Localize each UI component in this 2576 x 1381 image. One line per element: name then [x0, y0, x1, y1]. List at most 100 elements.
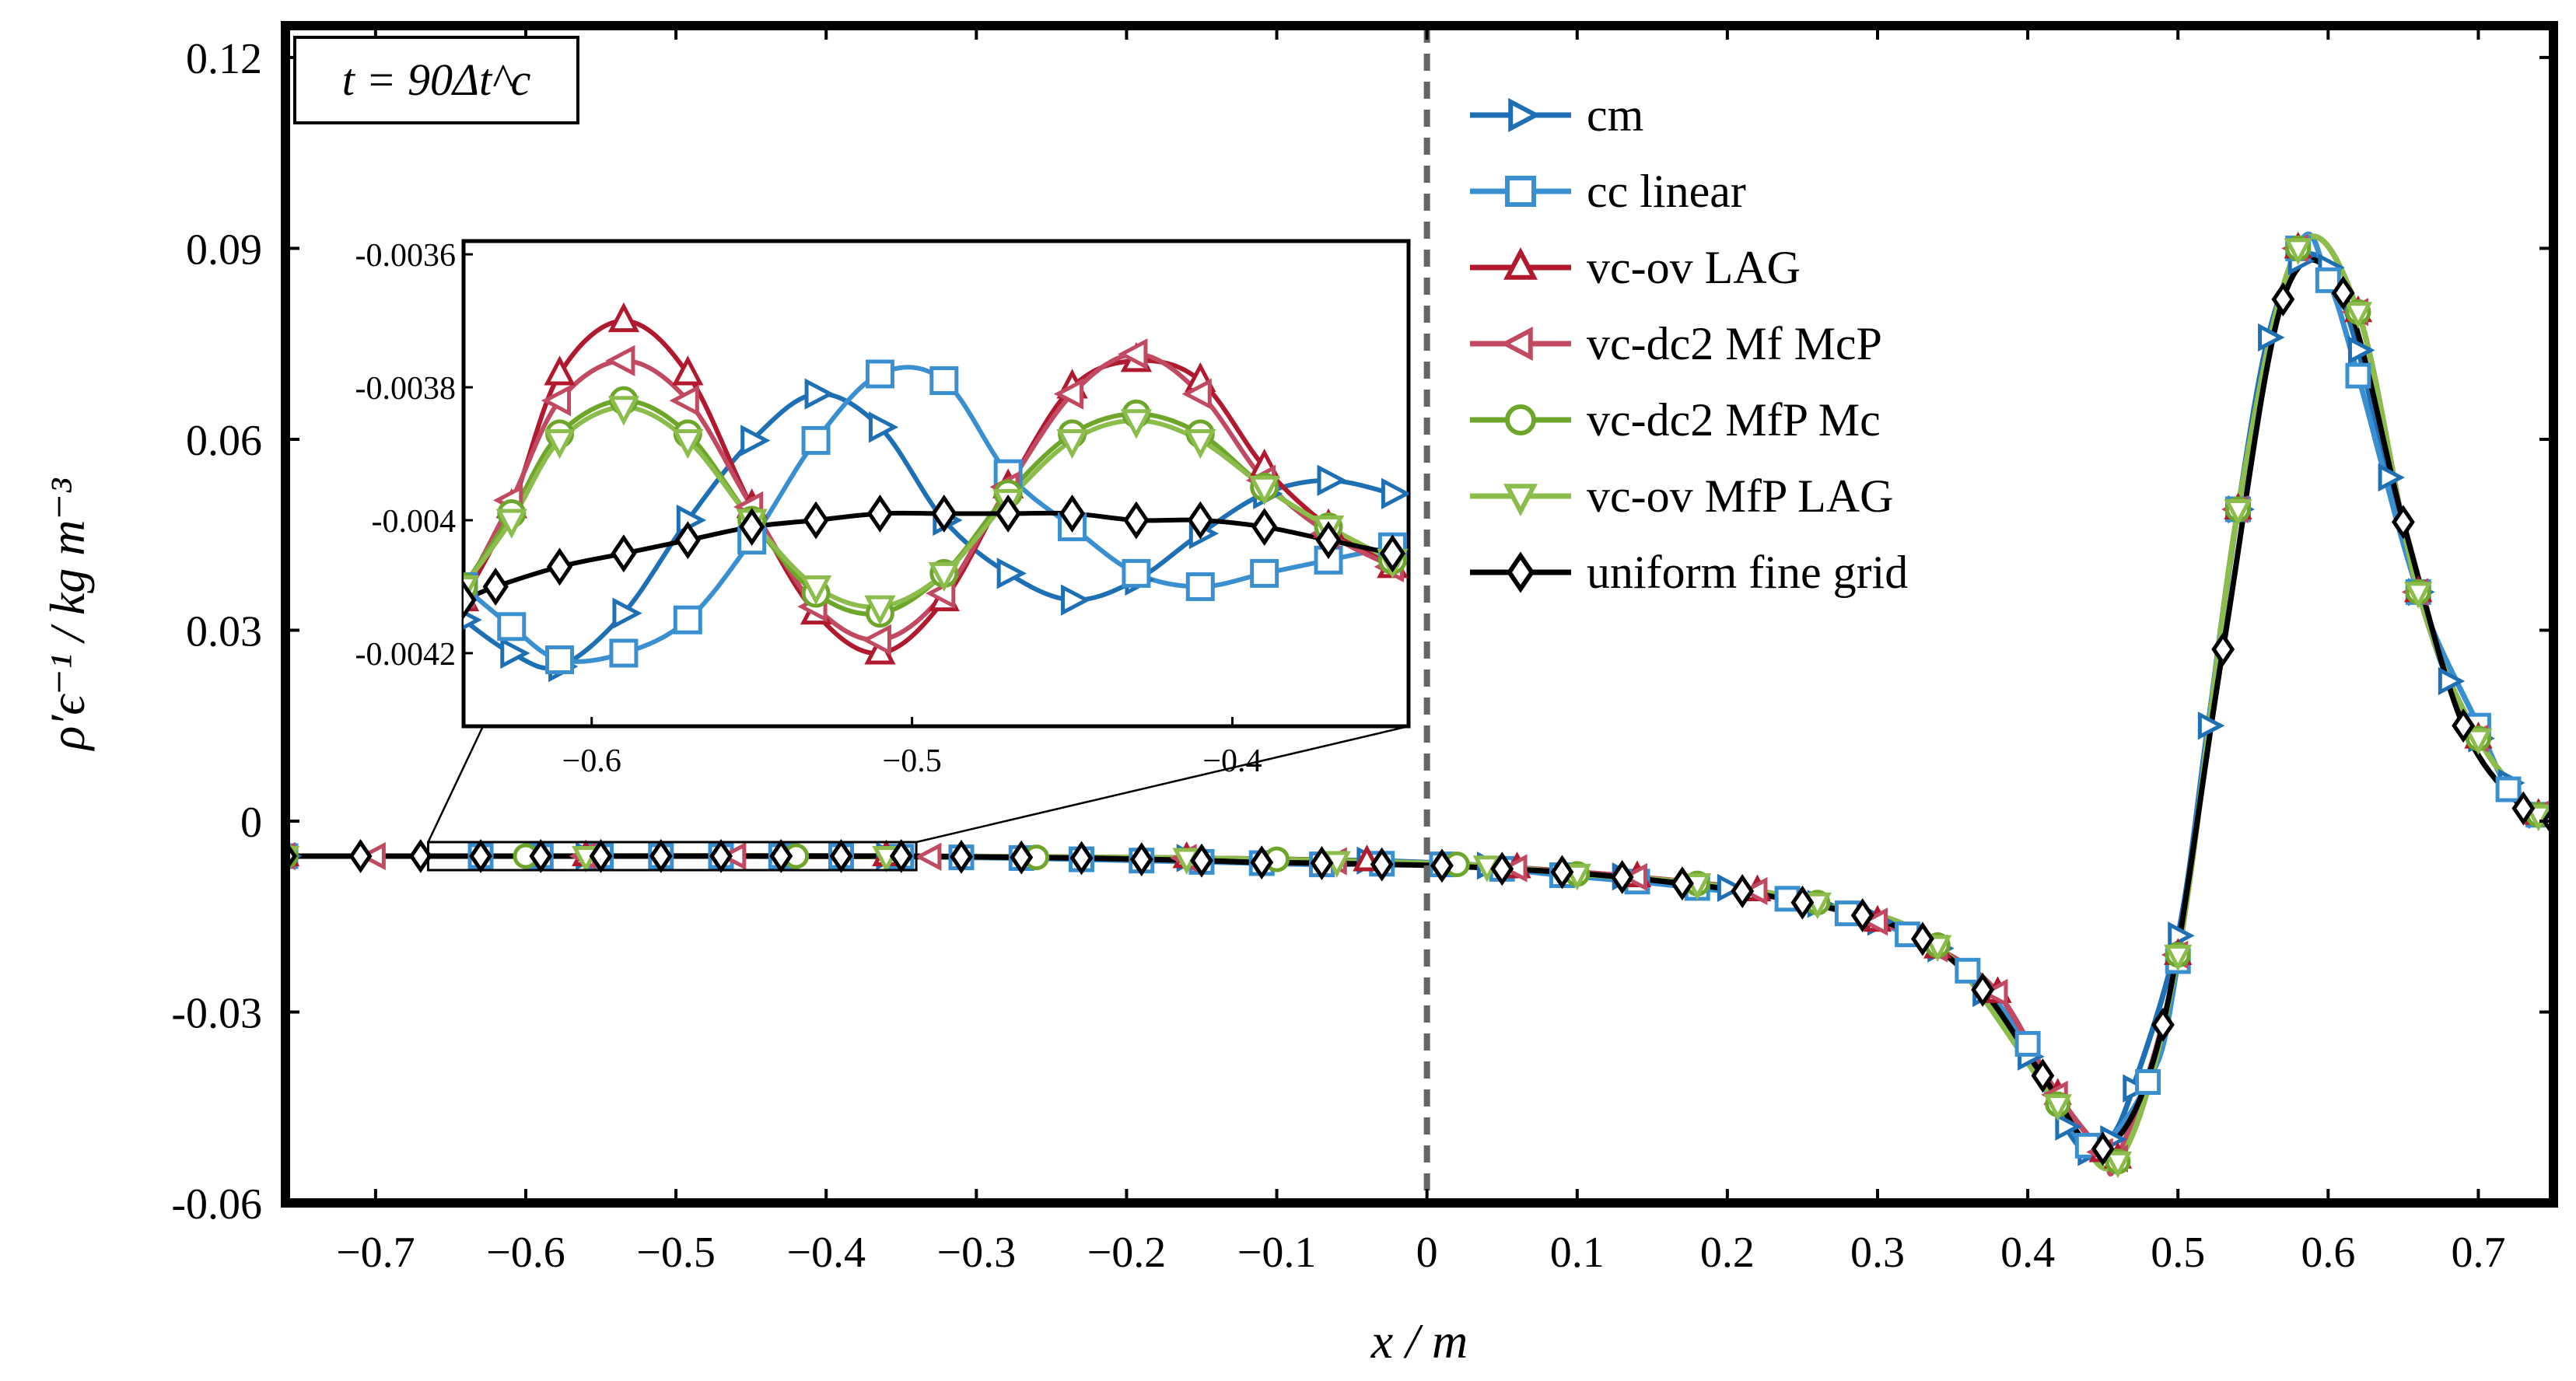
x-tick-label: −0.2 [1087, 1229, 1167, 1277]
legend-marker [1508, 98, 1541, 132]
x-tick-label: −0.3 [937, 1229, 1017, 1277]
inset-line-uniform-fine-grid [464, 510, 1394, 603]
x-tick-label: 0.3 [1850, 1229, 1905, 1277]
inset-x-tick-label: −0.4 [1202, 743, 1262, 779]
x-tick-label: 0 [1416, 1229, 1438, 1277]
x-tick-label: −0.5 [636, 1229, 716, 1277]
data-point-uniform-fine-grid [1250, 845, 1274, 880]
data-point-uniform-fine-grid [2452, 708, 2476, 743]
data-point-cm [2197, 711, 2225, 740]
x-tick-label: −0.6 [486, 1229, 565, 1277]
inset-point-vc-ov-mfp-lag [1056, 428, 1088, 460]
data-point-vc-dc2-mf-mcp [359, 841, 386, 871]
data-point-uniform-fine-grid [348, 839, 373, 873]
inset-point-cm [1061, 584, 1091, 616]
data-point-vc-dc2-mf-mcp [914, 842, 942, 871]
inset-point-cc-linear [609, 638, 639, 668]
x-tick-label: 0.7 [2451, 1229, 2505, 1277]
inset-point-vc-ov-lag [544, 355, 576, 386]
zoom-connector-right [915, 725, 1409, 844]
data-point-cm [2258, 323, 2285, 352]
data-point-cm [2378, 463, 2406, 492]
legend-item-vc-ov-mfp-lag: vc-ov MfP LAG [1470, 470, 1893, 522]
inset-point-vc-dc2-mf-mcp [1118, 338, 1148, 370]
data-point-uniform-fine-grid [1610, 860, 1634, 894]
data-point-vc-ov-mfp-lag [2103, 1151, 2133, 1179]
inset-point-vc-ov-mfp-lag [672, 428, 704, 460]
inset-point-cm [1381, 477, 1409, 509]
data-point-uniform-fine-grid [1010, 840, 1034, 875]
inset-y-tick-label: -0.0038 [355, 371, 457, 407]
inset-point-cc-linear [929, 366, 959, 396]
inset-point-uniform-fine-grid [1059, 495, 1086, 533]
data-point-uniform-fine-grid [1550, 855, 1574, 890]
data-point-vc-ov-mfp-lag [2404, 582, 2433, 609]
data-point-uniform-fine-grid [2391, 505, 2415, 540]
inset-x-tick-label: −0.5 [883, 743, 942, 779]
x-tick-label: 0.2 [1700, 1229, 1755, 1277]
inset-point-cm [740, 425, 771, 456]
inset-point-cm [996, 558, 1027, 589]
inset-point-uniform-fine-grid [546, 547, 573, 586]
inset-point-cc-linear [801, 425, 831, 455]
inset-point-vc-ov-mfp-lag [800, 575, 832, 606]
plot-frame [281, 21, 2558, 1208]
main-ticks: −0.7 −0.6 −0.5 −0.4 −0.3 −0.2 −0.1 0 0.1 0.2 0.3 0.… [171, 26, 2553, 1277]
data-point-uniform-fine-grid [2331, 275, 2355, 310]
legend-marker [1505, 176, 1536, 207]
data-point-vc-ov-mfp-lag [2343, 302, 2373, 329]
data-point-uniform-fine-grid [1490, 851, 1514, 886]
legend-marker [1503, 247, 1538, 280]
inset-point-vc-ov-mfp-lag [1120, 409, 1153, 439]
data-point-uniform-fine-grid [408, 839, 432, 873]
data-point-cc-linear [2014, 1030, 2041, 1057]
inset-point-cm [500, 637, 530, 670]
inset-point-vc-ov-mfp-lag [495, 509, 527, 539]
data-point-cc-linear [2315, 267, 2341, 293]
annotation-text: t = 90Δt^c [342, 54, 531, 105]
inset-line-vc-dc2-mfp-mc [464, 398, 1394, 617]
inset-point-uniform-fine-grid [1379, 534, 1406, 573]
inset-x-tick-label: −0.6 [562, 743, 621, 779]
inset-line-vc-dc2-mf-mcp [464, 351, 1394, 643]
data-point-uniform-fine-grid [950, 839, 973, 874]
data-point-uniform-fine-grid [2211, 632, 2235, 666]
inset-point-uniform-fine-grid [674, 521, 701, 560]
x-tick-label: 0.1 [1550, 1229, 1605, 1277]
data-point-uniform-fine-grid [2091, 1131, 2115, 1166]
data-point-cm [2438, 666, 2466, 696]
inset-line-vc-ov-lag [464, 318, 1394, 656]
inset-series-group [464, 302, 1409, 683]
inset-point-vc-dc2-mf-mcp [1181, 378, 1212, 410]
data-point-vc-dc2-mf-mcp [1500, 854, 1528, 883]
data-point-vc-dc2-mf-mcp [719, 841, 747, 871]
x-tick-label: −0.7 [336, 1229, 415, 1277]
data-point-vc-ov-mfp-lag [2164, 944, 2193, 972]
legend-item-vc-ov-lag: vc-ov LAG [1470, 242, 1801, 293]
inset-point-uniform-fine-grid [611, 534, 637, 573]
data-point-vc-dc2-mf-mcp [1620, 862, 1648, 892]
legend-label: vc-ov LAG [1587, 242, 1801, 293]
inset-point-cc-linear [497, 612, 527, 642]
inset-point-vc-ov-mfp-lag [464, 575, 480, 606]
inset-point-vc-dc2-mf-mcp [605, 344, 635, 377]
data-point-uniform-fine-grid [1370, 847, 1394, 882]
inset-point-vc-ov-mfp-lag [544, 428, 576, 460]
data-point-uniform-fine-grid [2271, 281, 2295, 316]
inset-point-cc-linear [673, 605, 702, 635]
data-point-uniform-fine-grid [1190, 843, 1213, 878]
inset-point-cm [868, 411, 899, 443]
data-point-vc-ov-mfp-lag [2224, 498, 2252, 526]
data-point-cm [1717, 873, 1745, 903]
legend: cm cc linear vc-ov LAG vc-dc2 Mf McP vc-dc2 … [1454, 78, 2069, 614]
data-point-uniform-fine-grid [2151, 1007, 2175, 1042]
inset-point-uniform-fine-grid [739, 508, 765, 547]
x-tick-label: 0.5 [2151, 1229, 2205, 1277]
data-point-uniform-fine-grid [1069, 841, 1094, 876]
inset-point-uniform-fine-grid [1315, 521, 1342, 560]
data-point-cm [2055, 1112, 2082, 1141]
inset-point-vc-ov-mfp-lag [1248, 475, 1280, 506]
y-tick-label: -0.03 [171, 989, 262, 1037]
y-tick-label: 0.09 [186, 226, 262, 274]
